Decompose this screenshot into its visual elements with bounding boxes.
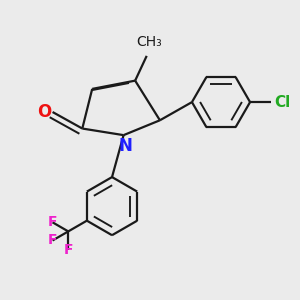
Text: F: F <box>64 243 73 256</box>
Text: Cl: Cl <box>274 94 291 110</box>
Text: O: O <box>37 103 51 121</box>
Text: N: N <box>118 137 132 155</box>
Text: F: F <box>48 233 57 248</box>
Text: F: F <box>48 215 57 229</box>
Text: CH₃: CH₃ <box>136 34 162 49</box>
